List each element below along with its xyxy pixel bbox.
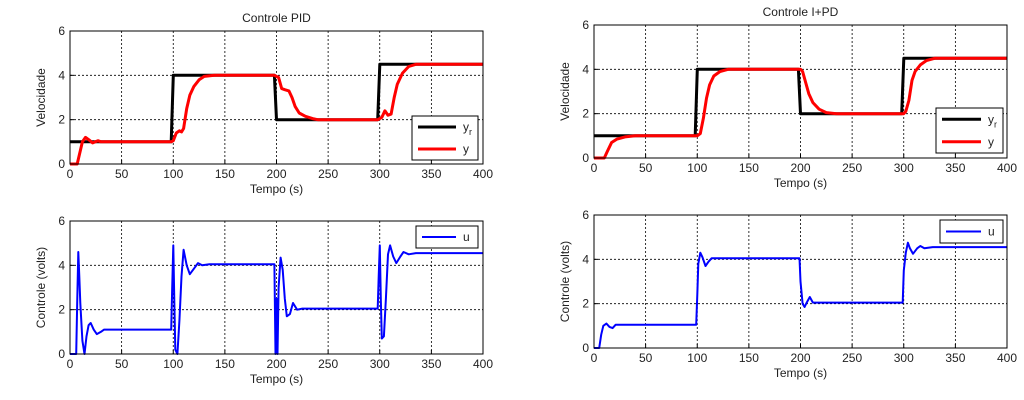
legend: u [415, 225, 479, 249]
legend-label: yr [988, 112, 997, 129]
x-tick-label: 100 [163, 357, 183, 371]
x-tick-label: 50 [115, 167, 129, 181]
x-tick-label: 250 [318, 357, 338, 371]
y-tick-label: 0 [582, 341, 589, 355]
chart-title: Controle PID [242, 11, 311, 25]
x-tick-label: 200 [266, 167, 286, 181]
y-tick-label: 6 [582, 18, 589, 32]
legend-label: yr [463, 120, 472, 137]
x-tick-label: 150 [739, 351, 759, 365]
x-tick-label: 50 [639, 161, 653, 175]
x-tick-label: 400 [997, 161, 1017, 175]
x-tick-label: 50 [115, 357, 129, 371]
axes-frame [69, 30, 484, 165]
x-tick-label: 250 [318, 167, 338, 181]
x-tick-label: 0 [591, 351, 598, 365]
axes-frame [593, 24, 1008, 159]
legend-label-subscript: r [994, 119, 997, 129]
legend-label-name: y [463, 142, 469, 156]
x-tick-label: 250 [842, 161, 862, 175]
x-tick-label: 300 [894, 161, 914, 175]
legend-label: u [463, 230, 470, 244]
x-tick-label: 300 [894, 351, 914, 365]
x-tick-label: 200 [790, 161, 810, 175]
x-tick-label: 250 [842, 351, 862, 365]
x-tick-label: 350 [945, 351, 965, 365]
y-tick-label: 4 [582, 252, 589, 266]
y-axis-label: Velocidade [558, 62, 572, 121]
x-tick-label: 0 [67, 357, 74, 371]
y-tick-label: 2 [58, 303, 65, 317]
legend-label-subscript: r [469, 127, 472, 137]
series-line-y [70, 62, 483, 166]
x-tick-label: 50 [639, 351, 653, 365]
x-axis-label: Tempo (s) [250, 182, 303, 196]
legend-label-name: u [988, 225, 995, 239]
legend-label-name: y [988, 112, 994, 126]
legend-label: y [463, 142, 469, 156]
x-axis-label: Tempo (s) [774, 366, 827, 380]
y-tick-label: 2 [582, 297, 589, 311]
x-tick-label: 150 [739, 161, 759, 175]
x-tick-label: 350 [421, 167, 441, 181]
legend-box [935, 107, 1004, 154]
x-tick-label: 0 [67, 167, 74, 181]
x-tick-label: 100 [687, 351, 707, 365]
chart-title: Controle I+PD [763, 5, 839, 19]
y-tick-label: 6 [58, 214, 65, 228]
x-tick-label: 100 [687, 161, 707, 175]
legend-label-name: u [463, 230, 470, 244]
legend: yry [935, 107, 1004, 154]
y-tick-label: 6 [58, 24, 65, 38]
x-tick-label: 400 [473, 357, 493, 371]
x-tick-label: 150 [215, 167, 235, 181]
y-tick-label: 0 [582, 151, 589, 165]
series-line-u [594, 241, 1007, 349]
x-axis-label: Tempo (s) [774, 176, 827, 190]
series-line-yr [70, 62, 483, 144]
legend-label-name: y [463, 120, 469, 134]
subplot-4: 0 50 100 150 200 250 300 350 400 0 2 4 6 Tempo (s) Con… [558, 208, 1017, 380]
x-tick-label: 200 [266, 357, 286, 371]
x-tick-label: 200 [790, 351, 810, 365]
y-tick-label: 4 [58, 258, 65, 272]
axes-frame [69, 220, 484, 355]
x-tick-label: 400 [997, 351, 1017, 365]
x-tick-label: 350 [945, 161, 965, 175]
legend-label: u [988, 225, 995, 239]
x-tick-label: 300 [370, 167, 390, 181]
legend: yry [411, 115, 479, 161]
legend-label-name: y [988, 135, 994, 149]
y-axis-label: Velocidade [34, 68, 48, 127]
y-tick-label: 0 [58, 157, 65, 171]
y-tick-label: 4 [58, 68, 65, 82]
subplot-1: 0 50 100 150 200 250 300 350 400 0 2 4 6 Controle PID… [34, 11, 493, 196]
y-tick-label: 2 [582, 107, 589, 121]
y-axis-label: Controle (volts) [34, 247, 48, 328]
legend: u [939, 219, 1004, 244]
x-tick-label: 300 [370, 357, 390, 371]
y-tick-label: 6 [582, 208, 589, 222]
series-line-yr [594, 56, 1007, 138]
series-line-y [594, 56, 1007, 160]
y-tick-label: 4 [582, 62, 589, 76]
subplot-2: 0 50 100 150 200 250 300 350 400 0 2 4 6 Tempo (s) Con… [34, 214, 493, 386]
series-line-u [70, 244, 483, 355]
x-tick-label: 400 [473, 167, 493, 181]
x-axis-label: Tempo (s) [250, 372, 303, 386]
x-tick-label: 150 [215, 357, 235, 371]
y-tick-label: 2 [58, 113, 65, 127]
y-tick-label: 0 [58, 347, 65, 361]
axes-frame [593, 214, 1008, 349]
x-tick-label: 100 [163, 167, 183, 181]
x-tick-label: 0 [591, 161, 598, 175]
y-axis-label: Controle (volts) [558, 241, 572, 322]
legend-label: y [988, 135, 994, 149]
legend-box [411, 115, 479, 161]
x-tick-label: 350 [421, 357, 441, 371]
subplot-3: 0 50 100 150 200 250 300 350 400 0 2 4 6 Controle I+P… [558, 5, 1017, 190]
